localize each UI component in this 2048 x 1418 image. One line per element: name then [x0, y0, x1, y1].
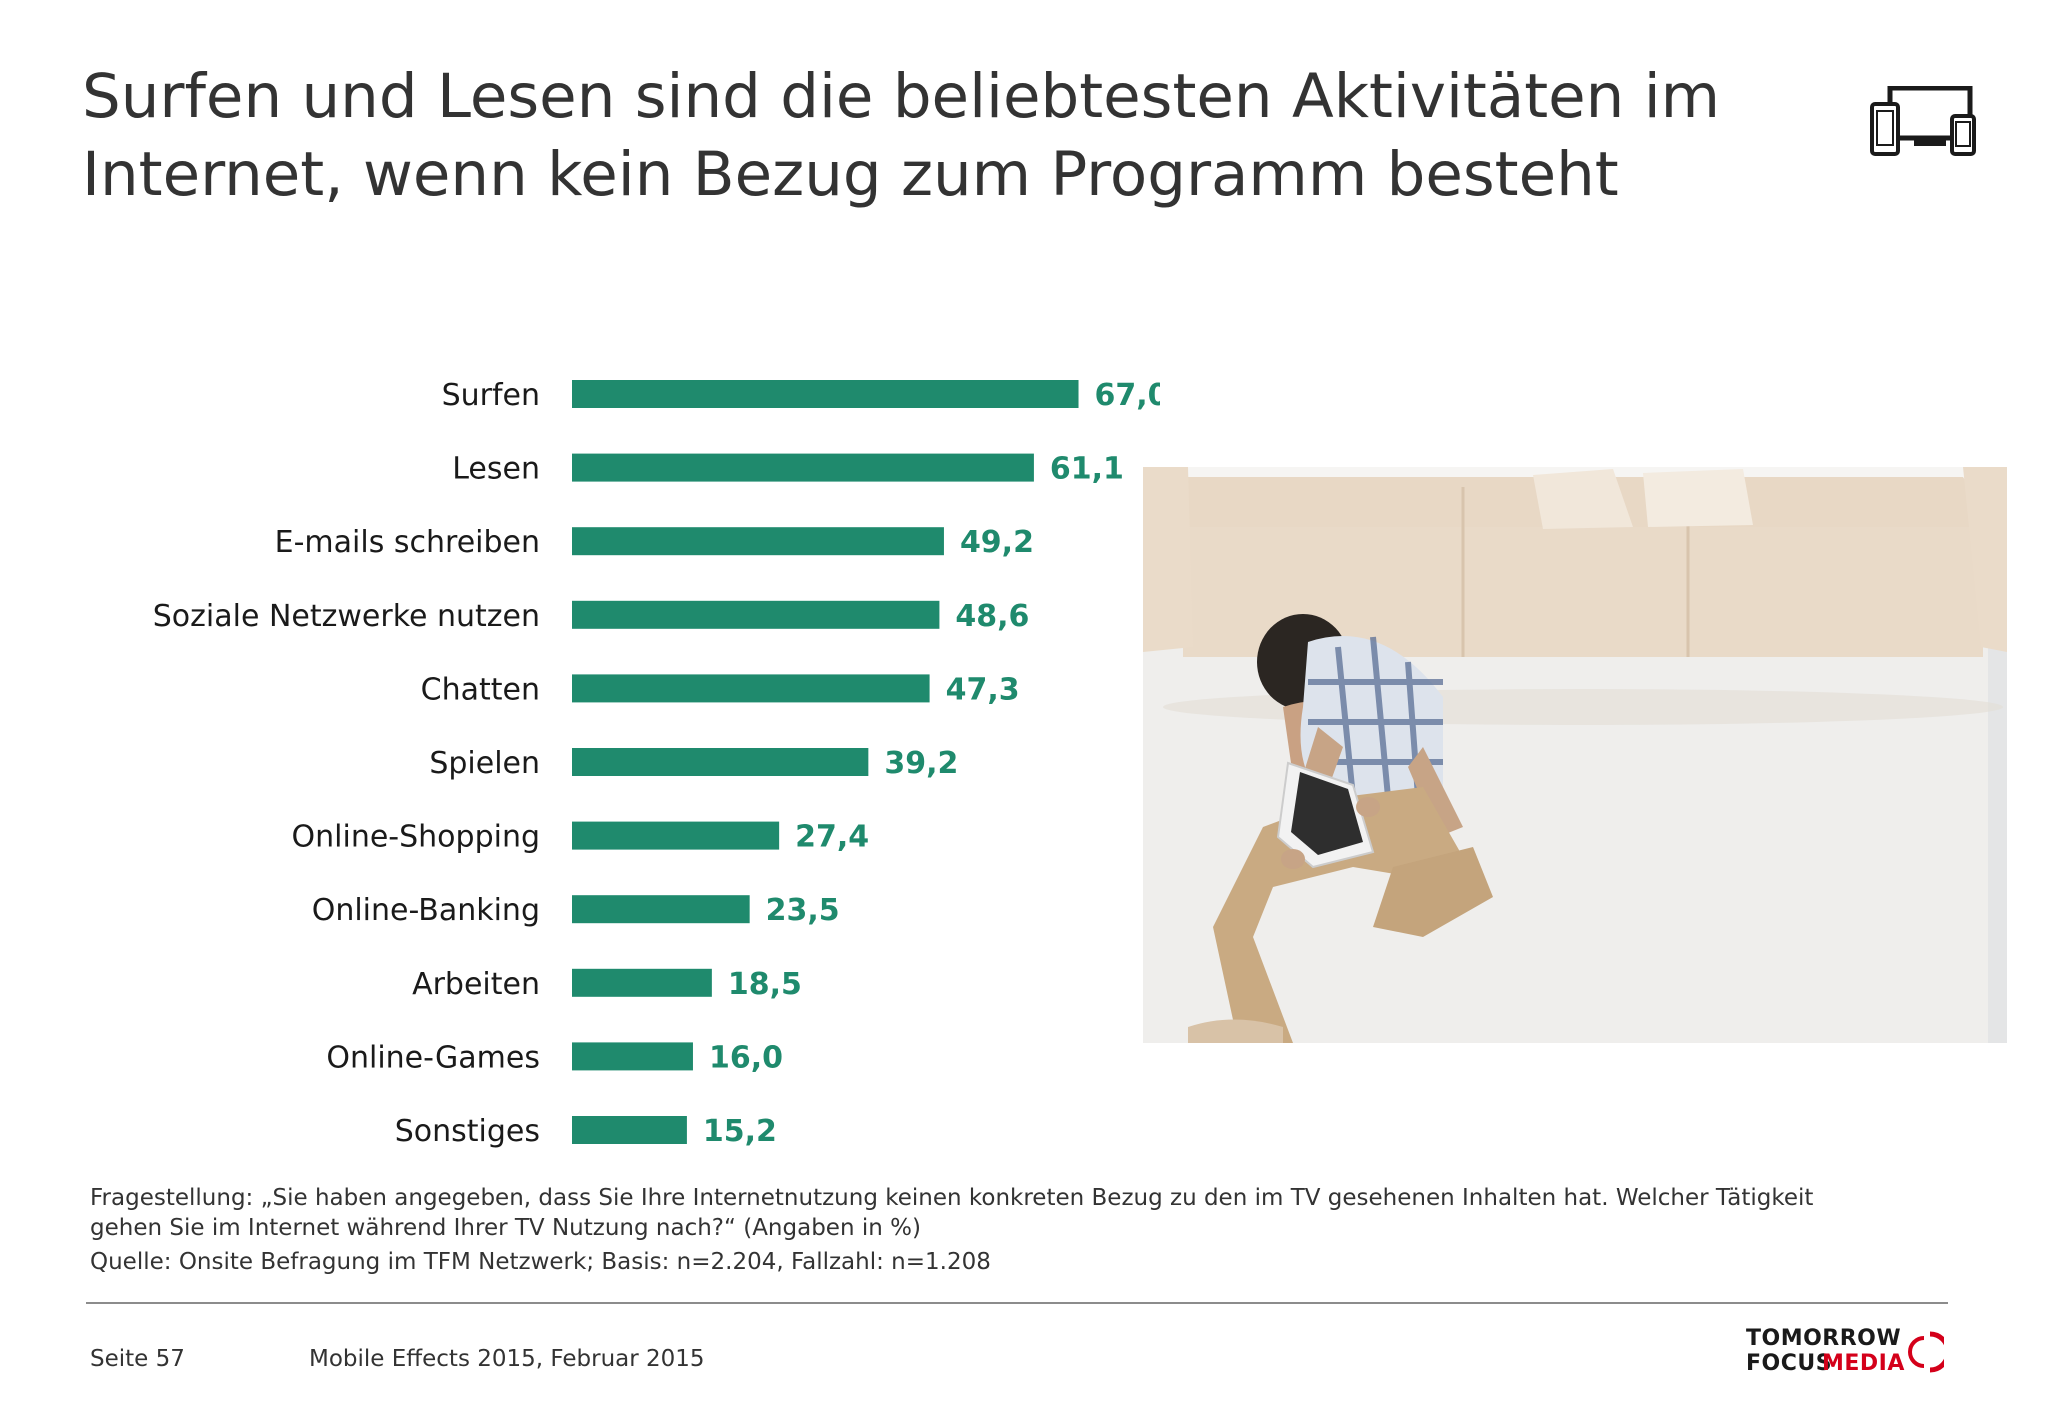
category-label: Spielen [429, 746, 540, 781]
bar [572, 453, 1034, 482]
page-title-line2: Internet, wenn kein Bezug zum Programm b… [82, 139, 1619, 210]
page-title-line1: Surfen und Lesen sind die beliebtesten A… [82, 61, 1721, 132]
value-label: 27,4 [795, 820, 869, 855]
question-text-line2: gehen Sie im Internet während Ihrer TV N… [90, 1215, 921, 1241]
category-label: Online-Shopping [292, 820, 540, 855]
bar [572, 1116, 687, 1144]
value-label: 16,0 [709, 1040, 783, 1075]
value-label: 49,2 [960, 525, 1034, 560]
bar [572, 527, 944, 556]
logo-line2-focus: FOCUS [1746, 1351, 1833, 1376]
value-label: 23,5 [766, 893, 840, 928]
value-label: 48,6 [955, 599, 1029, 634]
category-label: Online-Games [326, 1040, 540, 1075]
company-logo: TOMORROW FOCUS MEDIA [1746, 1326, 1952, 1378]
value-label: 15,2 [703, 1114, 777, 1149]
bar-chart: Surfen 67,0 Lesen 61,1 E-mails schreiben 49,2… [153, 378, 1160, 1149]
category-label: Sonstiges [395, 1114, 540, 1149]
bar [572, 968, 712, 997]
publication-info: Mobile Effects 2015, Februar 2015 [309, 1346, 705, 1372]
bar [572, 1042, 693, 1071]
bar [572, 895, 750, 924]
value-label: 47,3 [946, 672, 1020, 707]
category-label: Online-Banking [312, 893, 540, 928]
logo-line2-media: MEDIA [1822, 1351, 1905, 1376]
bar [572, 380, 1079, 408]
page-title: Surfen und Lesen sind die beliebtesten A… [82, 58, 1822, 214]
logo-line1: TOMORROW [1746, 1326, 1902, 1351]
value-label: 18,5 [728, 967, 802, 1002]
question-text-line1: Fragestellung: „Sie haben angegeben, das… [90, 1185, 1814, 1211]
value-label: 67,0 [1095, 378, 1160, 413]
photo-man-with-tablet-on-floor [1143, 467, 2007, 1043]
source-text: Quelle: Onsite Befragung im TFM Netzwerk… [90, 1249, 991, 1275]
category-label: E-mails schreiben [275, 525, 540, 560]
bar [572, 600, 940, 629]
bar [572, 748, 869, 776]
bar [572, 821, 780, 850]
bar [572, 674, 930, 703]
category-label: Surfen [442, 378, 540, 413]
category-label: Arbeiten [412, 967, 540, 1002]
category-label: Chatten [421, 672, 540, 707]
footer-divider [86, 1302, 1948, 1304]
value-label: 61,1 [1050, 452, 1124, 487]
category-label: Soziale Netzwerke nutzen [153, 599, 540, 634]
value-label: 39,2 [884, 746, 958, 781]
page-number: Seite 57 [90, 1346, 185, 1372]
chart-notes: Fragestellung: „Sie haben angegeben, das… [90, 1183, 1950, 1277]
category-label: Lesen [452, 452, 540, 487]
devices-icon [1870, 86, 1976, 156]
logo-mark-icon [1908, 1331, 1944, 1373]
